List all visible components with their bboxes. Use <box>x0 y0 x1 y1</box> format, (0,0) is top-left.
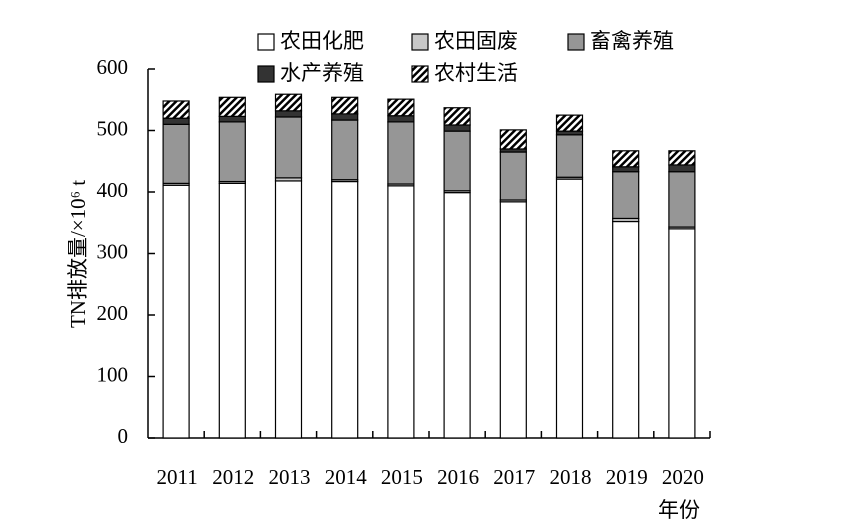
x-tick-label: 2019 <box>606 465 648 489</box>
legend-label: 水产养殖 <box>280 61 364 85</box>
bar-segment <box>668 164 696 173</box>
bar-segment <box>612 220 640 439</box>
bar-segment <box>499 151 527 201</box>
y-tick-label: 500 <box>97 116 129 140</box>
x-axis-label: 年份 <box>658 498 700 522</box>
bar-segment <box>218 182 246 439</box>
legend-swatch <box>257 65 275 83</box>
bar-segment <box>162 123 190 184</box>
bar-segment <box>387 98 415 117</box>
bar-segment <box>331 180 359 439</box>
bar-segment <box>443 107 471 126</box>
bar-segment <box>331 96 359 115</box>
bar-segment <box>274 180 303 439</box>
y-tick-label: 300 <box>97 239 129 263</box>
bar-segment <box>499 201 527 439</box>
bar-segment <box>443 124 471 132</box>
legend-swatch <box>411 33 429 51</box>
x-tick-label: 2020 <box>662 465 704 489</box>
bar-segment <box>612 171 640 220</box>
x-tick-label: 2014 <box>325 465 368 489</box>
bar-segment <box>555 114 584 132</box>
bar-segment <box>162 100 190 119</box>
y-tick-label: 100 <box>97 362 129 386</box>
legend-label: 农村生活 <box>434 61 518 85</box>
bar-segment <box>668 150 696 166</box>
y-axis-label: TN排放量/×10⁶ t <box>66 180 90 328</box>
legend-swatch <box>257 33 275 51</box>
bar-segment <box>668 228 696 439</box>
bar-segment <box>331 119 359 181</box>
bar-segment <box>274 110 303 118</box>
x-tick-label: 2013 <box>269 465 311 489</box>
legend-label: 畜禽养殖 <box>590 29 674 53</box>
legend-swatch <box>567 33 585 51</box>
bar-segment <box>387 121 415 185</box>
bar-segment <box>331 113 359 121</box>
x-tick-label: 2011 <box>156 465 197 489</box>
bar-segment <box>218 96 246 117</box>
x-tick-label: 2015 <box>381 465 423 489</box>
bar-segment <box>162 184 190 439</box>
bar-segment <box>499 129 527 150</box>
bar-segment <box>443 130 471 192</box>
x-tick-label: 2016 <box>437 465 479 489</box>
legend-label: 农田化肥 <box>280 29 364 53</box>
bar-segment <box>555 178 584 439</box>
bar-segment <box>555 134 584 178</box>
bar-segment <box>162 117 190 125</box>
y-tick-label: 200 <box>97 301 129 325</box>
x-tick-label: 2017 <box>493 465 535 489</box>
legend-swatch <box>411 65 429 83</box>
bar-segment <box>274 93 303 112</box>
bar-segment <box>387 115 415 123</box>
bar-segment <box>668 171 696 228</box>
x-tick-label: 2018 <box>550 465 592 489</box>
bar-segment <box>612 150 640 168</box>
legend-label: 农田固废 <box>434 29 518 53</box>
y-tick-label: 400 <box>97 178 129 202</box>
bar-segment <box>274 116 303 179</box>
bar-segment <box>612 166 640 173</box>
bar-segment <box>387 185 415 439</box>
y-tick-label: 600 <box>97 55 129 79</box>
bar-segment <box>443 192 471 439</box>
bar-segment <box>218 115 246 123</box>
x-tick-label: 2012 <box>212 465 254 489</box>
y-tick-label: 0 <box>118 424 129 448</box>
bar-segment <box>218 121 246 183</box>
